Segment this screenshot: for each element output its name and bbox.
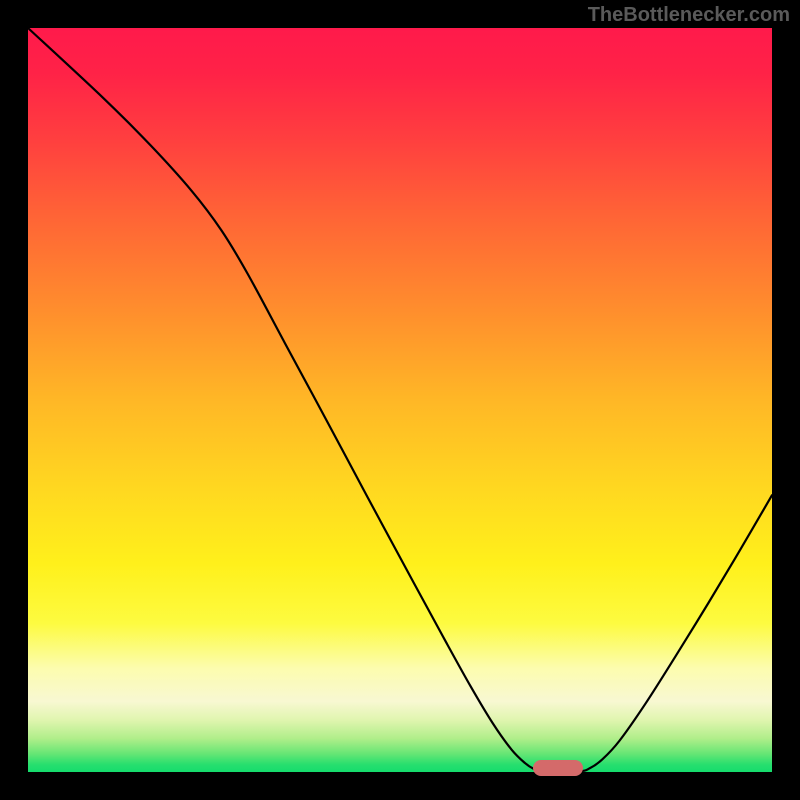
bottleneck-curve [28,28,772,772]
plot-area [28,28,772,772]
watermark-text: TheBottlenecker.com [588,4,790,27]
optimum-marker [533,760,583,776]
